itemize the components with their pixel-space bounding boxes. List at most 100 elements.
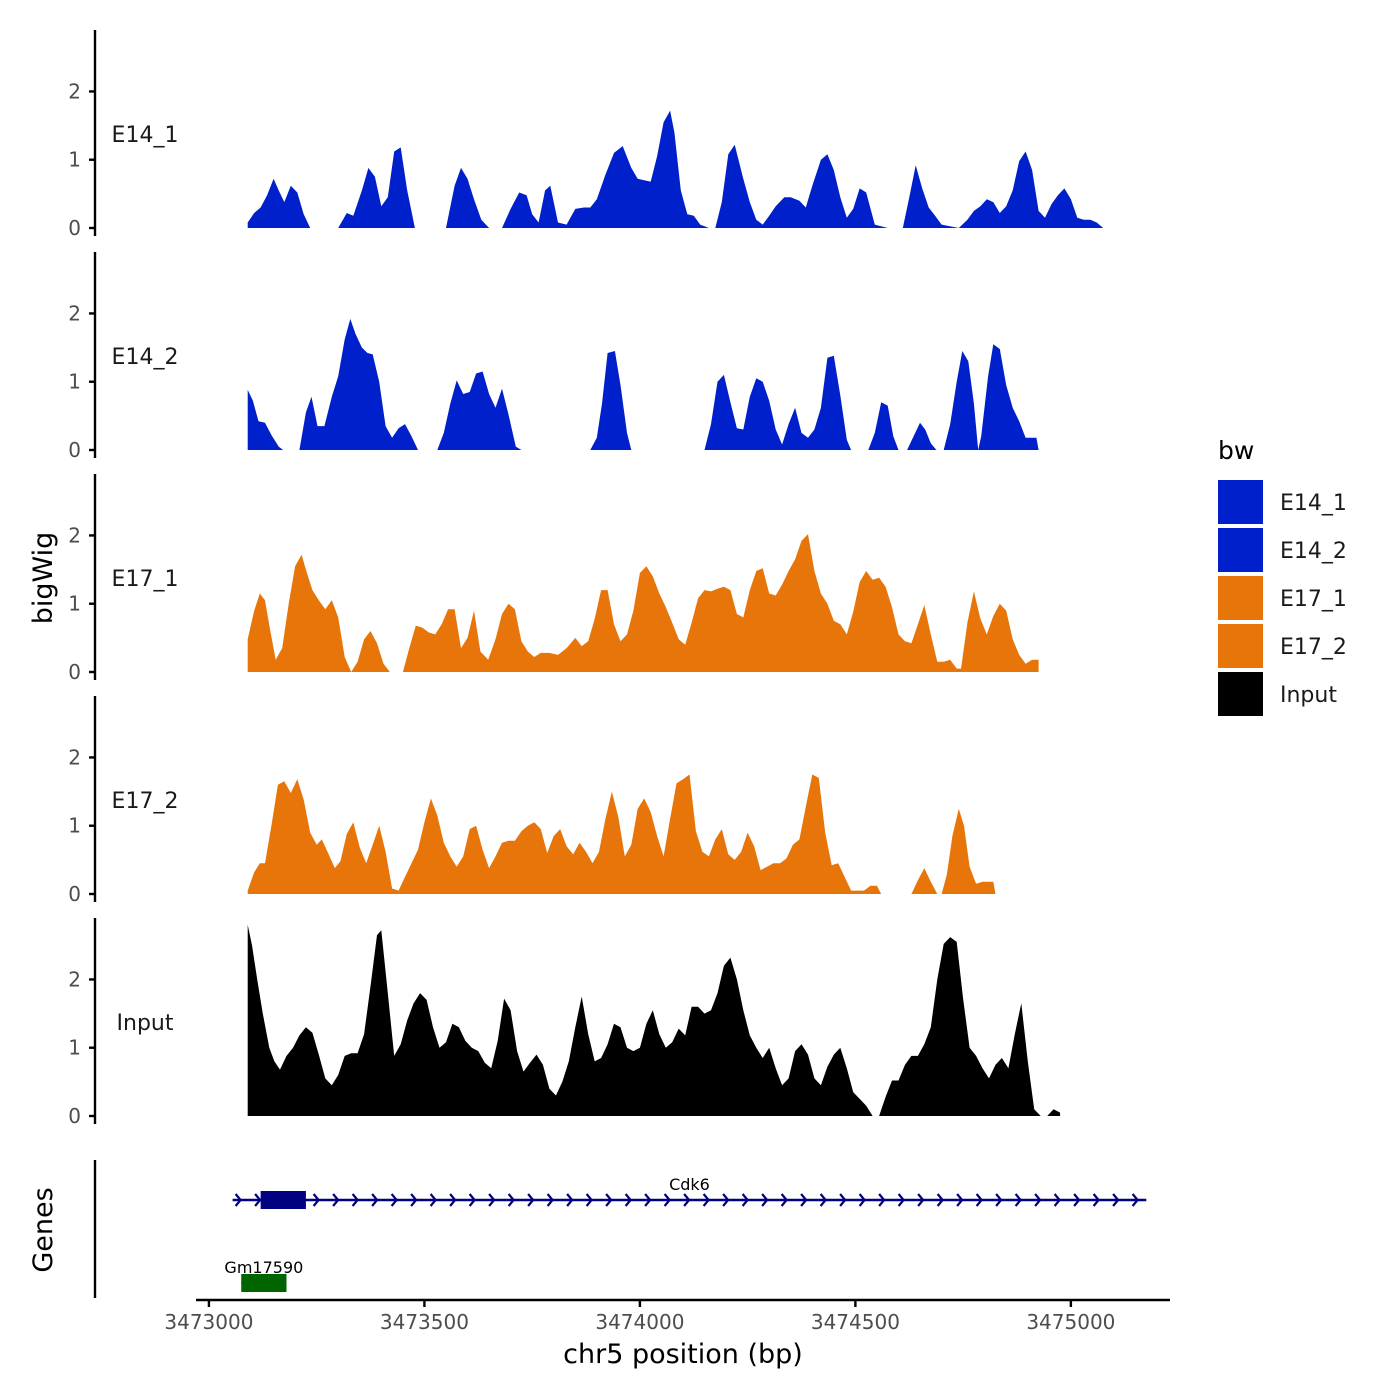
legend-label-e17-2: E17_2 (1280, 635, 1347, 660)
area-e17-2 (247, 774, 996, 894)
y-tick-label: 0 (68, 438, 81, 462)
y-tick-label: 1 (68, 1036, 81, 1060)
x-tick-label: 3475000 (1026, 1310, 1115, 1334)
x-axis-ticks: 3473000 3473500 3474000 3474500 3475000 (164, 1300, 1115, 1334)
y-tick-label: 1 (68, 370, 81, 394)
strand-arrow (371, 1193, 379, 1207)
x-tick-label: 3473500 (380, 1310, 469, 1334)
y-tick-label: 2 (68, 79, 81, 103)
strand-arrow (702, 1193, 711, 1207)
strand-arrow (663, 1193, 672, 1207)
strand-arrow (917, 1193, 925, 1207)
strand-arrow (897, 1193, 906, 1207)
legend-swatch-e14-1 (1218, 480, 1263, 524)
track-label-input: Input (117, 1011, 174, 1036)
legend-label-e14-2: E14_2 (1280, 539, 1347, 564)
area-e14-1 (247, 110, 1104, 228)
legend-swatch-e14-2 (1218, 528, 1263, 572)
x-tick-label: 3474000 (595, 1310, 684, 1334)
track-label-e14-2: E14_2 (112, 345, 179, 370)
legend-label-e14-1: E14_1 (1280, 491, 1347, 516)
strand-arrow (566, 1193, 574, 1207)
strand-arrow (819, 1193, 828, 1207)
strand-arrow (780, 1193, 789, 1207)
strand-arrow (1053, 1193, 1062, 1207)
tracks-layer: 0 1 2 E14_1 0 1 2 E14_2 0 1 2 E17_1 0 1 2 E17_2 0 1 2 Input (68, 30, 1104, 1128)
y-tick-label: 1 (68, 814, 81, 838)
track-e17-2: 0 1 2 E17_2 (68, 696, 996, 906)
y-tick-label: 0 (68, 1104, 81, 1128)
genes-panel: Cdk6 Gm17590 (93, 1160, 1147, 1298)
x-tick-label: 3474500 (811, 1310, 900, 1334)
strand-arrow (351, 1193, 360, 1207)
x-tick-label: 3473000 (164, 1310, 253, 1334)
track-label-e14-1: E14_1 (112, 123, 179, 148)
strand-arrow (254, 1193, 262, 1207)
y-tick-label: 2 (68, 745, 81, 769)
strand-arrow (429, 1193, 438, 1207)
y-tick-label: 2 (68, 967, 81, 991)
y-tick-label: 2 (68, 523, 81, 547)
x-axis-title: chr5 position (bp) (563, 1339, 803, 1370)
area-e14-2 (247, 318, 1039, 450)
strand-arrow (390, 1193, 399, 1207)
strand-arrow (1073, 1193, 1081, 1207)
strand-arrow (488, 1193, 496, 1207)
strand-arrow (546, 1193, 555, 1207)
strand-arrow (683, 1193, 691, 1207)
y-tick-label: 0 (68, 882, 81, 906)
track-e14-2: 0 1 2 E14_2 (68, 252, 1039, 462)
strand-arrow (1131, 1193, 1140, 1207)
strand-arrow (234, 1193, 243, 1207)
strand-arrow (449, 1193, 457, 1207)
legend-label-input: Input (1280, 683, 1337, 708)
strand-arrow (1034, 1193, 1042, 1207)
y-tick-label: 1 (68, 592, 81, 616)
strand-arrow (1112, 1193, 1120, 1207)
strand-arrow (1014, 1193, 1023, 1207)
strand-arrow (741, 1193, 750, 1207)
track-label-e17-2: E17_2 (112, 789, 179, 814)
strand-arrow (644, 1193, 652, 1207)
legend-swatch-e17-1 (1218, 576, 1263, 620)
strand-arrow (975, 1193, 984, 1207)
gene-gm17590: Gm17590 (224, 1258, 303, 1292)
strand-arrow (527, 1193, 535, 1207)
strand-arrow (936, 1193, 945, 1207)
strand-arrow (468, 1193, 477, 1207)
track-input: 0 1 2 Input (68, 918, 1061, 1128)
y-axis-title: bigWig (28, 532, 59, 625)
strand-arrow (858, 1193, 867, 1207)
legend-swatch-e17-2 (1218, 624, 1263, 668)
exon-cdk6 (260, 1191, 306, 1209)
genes-axis-title: Genes (28, 1187, 59, 1272)
legend: bw E14_1 E14_2 E17_1 E17_2 Input (1218, 436, 1347, 716)
gene-label-cdk6: Cdk6 (669, 1175, 710, 1194)
gene-cdk6: Cdk6 (232, 1175, 1147, 1209)
strand-arrow (605, 1193, 613, 1207)
legend-swatch-input (1218, 672, 1263, 716)
strand-arrow (839, 1193, 847, 1207)
strand-arrow (995, 1193, 1003, 1207)
exon-gm17590 (241, 1274, 287, 1292)
legend-label-e17-1: E17_1 (1280, 587, 1347, 612)
strand-arrow (722, 1193, 730, 1207)
strand-arrow (312, 1193, 321, 1207)
strand-arrow (507, 1193, 516, 1207)
area-input (247, 924, 1061, 1116)
strand-arrow (410, 1193, 418, 1207)
strand-arrow (956, 1193, 964, 1207)
track-label-e17-1: E17_1 (112, 567, 179, 592)
y-tick-label: 2 (68, 301, 81, 325)
strand-arrow (1092, 1193, 1101, 1207)
strand-arrow (585, 1193, 594, 1207)
y-tick-label: 0 (68, 216, 81, 240)
area-e17-1 (247, 534, 1039, 672)
y-tick-label: 0 (68, 660, 81, 684)
gene-label-gm17590: Gm17590 (224, 1258, 303, 1277)
y-tick-label: 1 (68, 148, 81, 172)
strand-arrow (332, 1193, 340, 1207)
track-e17-1: 0 1 2 E17_1 (68, 474, 1039, 684)
legend-title: bw (1218, 436, 1254, 465)
